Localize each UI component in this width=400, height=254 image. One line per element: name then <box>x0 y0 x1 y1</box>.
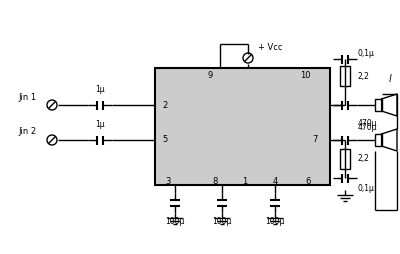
Text: Jin 1: Jin 1 <box>18 92 36 102</box>
Bar <box>340 149 350 169</box>
Bar <box>340 66 350 86</box>
Text: 2: 2 <box>162 101 167 109</box>
Text: 0,1µ: 0,1µ <box>358 50 375 58</box>
Text: 470µ: 470µ <box>358 123 378 132</box>
Text: + Vcc: + Vcc <box>258 43 282 53</box>
Text: 2,2: 2,2 <box>357 154 369 164</box>
Text: 1µ: 1µ <box>95 120 105 129</box>
Text: 2,2: 2,2 <box>357 71 369 81</box>
Text: 3: 3 <box>165 177 171 185</box>
Text: 100µ: 100µ <box>212 217 232 226</box>
Text: 1µ: 1µ <box>95 85 105 94</box>
Text: 10: 10 <box>300 71 310 80</box>
Bar <box>375 134 382 146</box>
Text: 7: 7 <box>313 135 318 145</box>
Text: l: l <box>389 74 391 84</box>
Text: 4: 4 <box>272 177 278 185</box>
Text: 8: 8 <box>212 177 218 185</box>
Bar <box>155 68 330 185</box>
Text: 9: 9 <box>207 71 213 80</box>
Text: 100µ: 100µ <box>165 217 185 226</box>
Bar <box>375 99 382 111</box>
Text: 0,1µ: 0,1µ <box>358 184 375 193</box>
Text: 5: 5 <box>162 135 167 145</box>
Text: 100µ: 100µ <box>265 217 285 226</box>
Text: 6: 6 <box>305 177 311 185</box>
Text: 1: 1 <box>242 177 248 185</box>
Text: Jin 2: Jin 2 <box>18 128 36 136</box>
Text: 470µ: 470µ <box>358 119 378 128</box>
